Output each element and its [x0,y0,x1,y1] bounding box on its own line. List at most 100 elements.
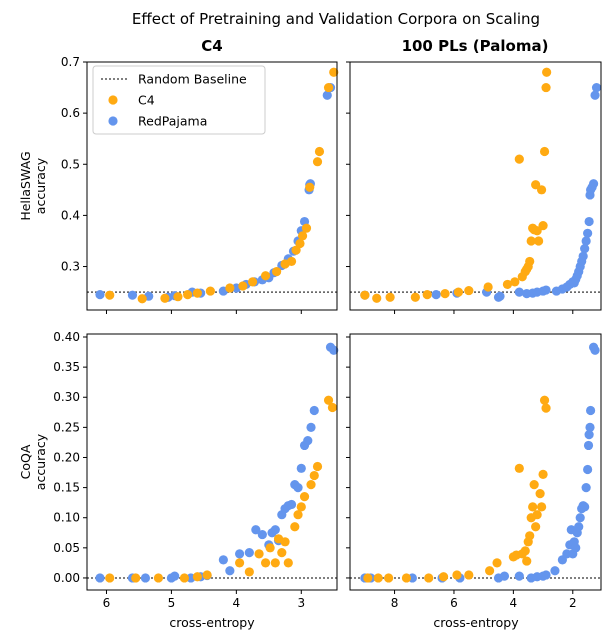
y-axis-label-text: HellaSWAGaccuracy [18,151,48,220]
point-c4 [464,570,474,580]
axes-frame [349,61,602,311]
point-c4 [424,573,434,583]
point-c4 [234,558,245,568]
point-c4 [225,283,235,293]
point-c4 [452,570,462,580]
point-c4 [536,502,547,512]
point-c4 [401,573,412,583]
legend-box [92,65,266,135]
y-tick-label: 0.5 [61,157,80,171]
point-c4 [538,221,548,231]
x-tick-label: 4 [233,596,241,610]
point-c4 [453,287,464,297]
point-c4 [137,294,147,304]
point-redpajama [578,251,588,261]
point-c4 [541,403,551,413]
point-c4 [539,395,550,405]
point-c4 [531,522,541,532]
point-c4 [277,548,287,558]
y-tick-label: 0.20 [53,450,80,464]
point-c4 [299,492,310,502]
y-tick-label: 0.00 [53,571,80,585]
point-redpajama [588,179,599,189]
point-redpajama [234,549,245,559]
point-c4 [309,470,319,481]
y-axis-label-coqa: CoQAaccuracy [18,433,48,490]
point-c4 [293,510,303,520]
y-tick-label: 0.7 [61,55,80,69]
axes-frame [86,333,338,591]
point-redpajama [550,566,560,576]
point-c4 [360,290,370,300]
point-c4 [440,289,450,299]
point-c4 [260,271,271,281]
point-c4 [520,546,530,556]
point-redpajama [95,573,105,583]
point-c4 [373,573,383,583]
point-redpajama [225,566,235,576]
y-axis-label-hellaswag: HellaSWAGaccuracy [18,151,48,220]
legend-entry-label: RedPajama [138,114,207,129]
y-tick-label: 0.4 [61,208,80,222]
point-redpajama [590,345,600,355]
point-c4 [532,510,542,520]
y-axis-label-line: CoQA [18,444,33,479]
legend-marker-redpajama [108,116,118,126]
point-c4 [522,556,532,566]
y-tick-label: 0.15 [53,481,80,495]
point-redpajama [585,422,595,432]
point-redpajama [581,483,591,493]
point-redpajama [591,82,602,93]
point-c4 [528,502,538,512]
point-c4 [291,245,301,255]
point-redpajama [584,216,594,227]
point-c4 [238,281,248,291]
point-c4 [295,238,305,249]
point-redpajama [218,555,228,565]
y-tick-label: 0.40 [53,330,80,344]
point-c4 [296,502,306,512]
point-c4 [541,82,551,93]
point-c4 [312,461,323,472]
axes-frame [349,333,602,591]
point-c4 [502,279,513,290]
point-c4 [305,182,315,192]
point-c4 [422,290,432,300]
point-redpajama [170,571,180,581]
y-tick-label: 0.10 [53,511,80,525]
point-c4 [385,292,395,302]
point-c4 [290,522,300,532]
point-c4 [492,558,502,568]
point-c4 [525,256,535,267]
point-redpajama [575,513,585,523]
y-axis-label-line: accuracy [33,433,48,490]
point-c4 [538,469,548,479]
point-c4 [464,285,474,296]
point-c4 [260,558,271,568]
point-redpajama [431,290,441,300]
point-redpajama [581,236,591,246]
point-redpajama [270,525,280,535]
point-redpajama [140,573,151,583]
point-c4 [105,290,115,300]
point-c4 [384,573,394,583]
axes-frame [86,61,338,311]
point-redpajama [293,483,303,493]
point-redpajama [127,290,138,300]
x-tick-label: 4 [510,596,518,610]
x-tick-label: 2 [569,596,577,610]
point-redpajama [541,285,551,295]
point-redpajama [580,502,590,512]
legend-entry-label: Random Baseline [138,72,247,87]
point-redpajama [574,522,584,532]
x-axis-label-c4: cross-entropy [169,615,255,630]
point-redpajama [583,464,593,475]
point-c4 [179,573,190,583]
point-c4 [532,226,542,236]
y-tick-label: 0.35 [53,360,80,374]
point-c4 [280,537,290,547]
point-c4 [542,67,552,77]
point-c4 [192,288,202,298]
point-c4 [514,463,524,473]
point-c4 [247,277,258,287]
